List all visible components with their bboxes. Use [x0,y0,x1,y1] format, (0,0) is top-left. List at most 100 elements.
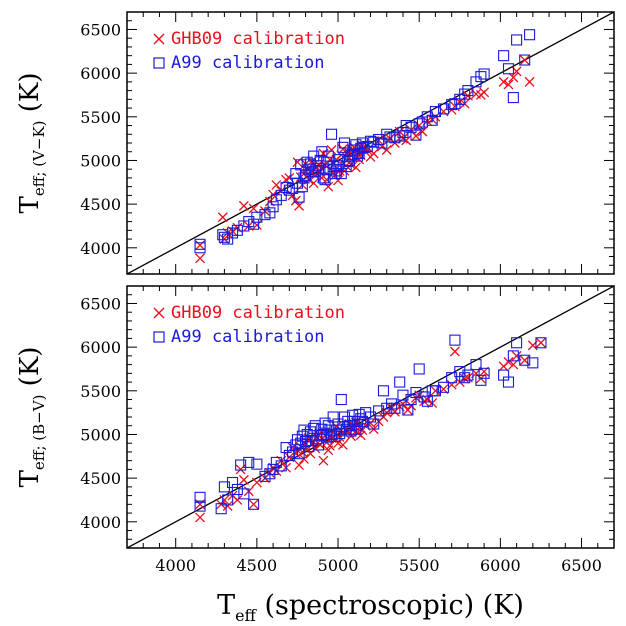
a99-point [235,459,247,471]
plot-area [127,12,614,274]
ghb09-point [524,76,535,87]
a99-point [459,88,471,100]
ghb09-point [503,357,514,367]
y-label-main: T [15,469,45,487]
a99-point [386,398,398,410]
a99-point [502,63,515,75]
a99-point [459,372,471,384]
y-label-main: T [15,196,45,214]
a99-point [410,386,422,399]
a99-point [364,135,377,147]
ghb09-point [318,455,329,466]
a99-point [238,488,250,500]
ghb09-point [217,212,228,223]
y-tick-label: 6500 [80,294,121,313]
y-label-unit: (K) [15,347,45,395]
ghb09-point [508,72,519,83]
x-label-sub: eff [235,606,257,625]
a99-point [519,54,531,66]
a99-point [317,172,329,184]
a99-point [478,367,490,379]
a99-point [194,242,206,254]
a99-point [394,130,406,142]
a99-point [418,391,430,403]
ghb09-point [333,175,343,186]
a99-point [364,411,377,423]
y-tick-label: 4000 [80,513,121,532]
a99-point [231,224,243,236]
legend-label: GHB09 calibration [171,29,345,49]
series-a99 [194,29,536,254]
ghb09-point [519,55,530,65]
ghb09-point [324,440,335,451]
ghb09-point [402,405,413,415]
a99-point [426,114,438,126]
ghb09-point [394,126,405,137]
ghb09-point [294,200,305,211]
legend: GHB09 calibration A99 calibration [153,303,345,347]
series-a99 [194,334,547,515]
ghb09-point [271,179,282,190]
y-label-sub: eff; (B−V) [30,395,48,470]
a99-point [449,334,461,346]
legend-label: A99 calibration [171,327,325,347]
ghb09-point [326,145,337,155]
a99-point [222,494,234,506]
a99-point [498,50,510,62]
plot-area [127,286,614,548]
y-label-sub: eff; (V−K) [30,120,48,196]
ghb09-point [294,460,305,470]
a99-point [287,446,299,458]
legend-cross-icon [153,307,165,319]
a99-point [329,168,341,180]
a99-point [462,85,474,97]
ghb09-point [503,79,514,90]
a99-point [462,369,474,381]
ghb09-point [248,499,259,510]
a99-point [251,211,263,223]
y-axis-label: Teff; (V−K) (K) [15,73,48,214]
a99-point [218,481,230,493]
ghb09-point [498,76,509,87]
ghb09-point [406,400,417,411]
x-tick-label: 4500 [237,556,278,575]
a99-point [377,385,390,397]
ghb09-point [238,474,249,485]
a99-point [519,354,531,366]
plot-frame [126,11,615,275]
a99-point [334,428,346,440]
ghb09-point [216,499,227,510]
x-tick-label: 6000 [480,556,521,575]
ghb09-point [222,501,233,512]
ghb09-point [195,253,206,264]
a99-point [437,381,450,393]
a99-point [410,129,422,141]
a99-point [314,154,326,167]
a99-point [381,128,393,140]
x-label-rest: (spectroscopic) (K) [256,590,524,621]
ghb09-point [292,157,303,168]
legend-label: A99 calibration [171,53,325,73]
a99-point [429,106,441,118]
a99-point [264,468,276,480]
series-ghb09 [195,337,546,523]
legend-cross-icon [153,33,165,45]
a99-point [194,500,206,512]
y-tick-label: 5500 [80,382,121,401]
a99-point [309,166,321,178]
y-tick-label: 5000 [80,151,121,170]
a99-point [231,483,243,496]
x-tick-label: 4000 [155,556,196,575]
legend: GHB09 calibration A99 calibration [153,29,345,73]
a99-point [218,231,230,243]
a99-point [248,218,260,230]
a99-point [325,128,338,140]
y-tick-label: 6000 [80,64,121,83]
identity-line [127,12,614,274]
ghb09-point [368,148,379,159]
a99-point [437,103,450,115]
ghb09-point [535,337,546,348]
x-label-main: T [217,590,235,621]
y-tick-label: 4500 [80,469,121,488]
